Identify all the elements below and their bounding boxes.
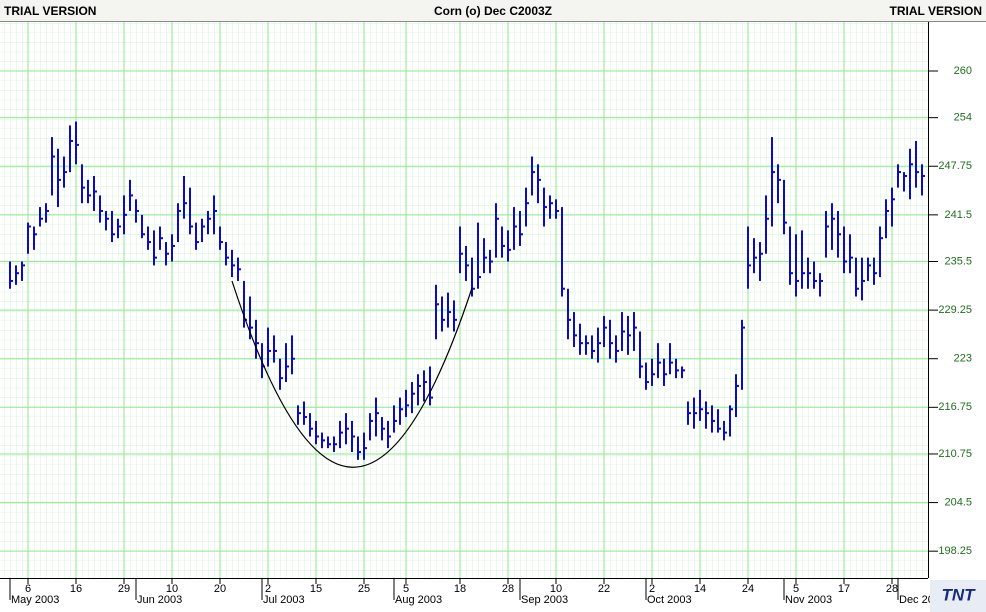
x-tick-label: 24 <box>742 583 754 595</box>
y-tick-label: 204.5 <box>944 496 972 508</box>
logo-background <box>930 580 986 612</box>
x-tick-label: 18 <box>454 583 466 595</box>
y-tick-label: 235.5 <box>944 255 972 267</box>
y-tick-label: 241.5 <box>944 209 972 221</box>
chart-title: Corn (o) Dec C2003Z <box>434 4 552 18</box>
x-tick-label: 16 <box>70 583 82 595</box>
month-label: Oct 2003 <box>647 594 692 606</box>
x-tick-label: 2 <box>265 583 271 595</box>
x-tick-label: 28 <box>502 583 514 595</box>
x-tick-label: 15 <box>310 583 322 595</box>
saucer-annotation <box>231 280 473 468</box>
y-tick-label: 229.25 <box>938 304 972 316</box>
x-tick-label: 6 <box>25 583 31 595</box>
y-tick-label: 247.75 <box>938 160 972 172</box>
month-label: Aug 2003 <box>395 594 442 606</box>
x-tick-label: 22 <box>598 583 610 595</box>
month-label: Dec 20 <box>899 594 934 606</box>
x-tick-label: 25 <box>358 583 370 595</box>
minor-grid <box>0 22 928 578</box>
header-bar <box>0 0 986 22</box>
month-label: May 2003 <box>11 594 59 606</box>
month-label: Jul 2003 <box>263 594 305 606</box>
x-tick-label: 5 <box>403 583 409 595</box>
y-tick-label: 198.25 <box>938 545 972 557</box>
logo: TNT <box>930 580 986 612</box>
x-tick-label: 2 <box>649 583 655 595</box>
x-tick-label: 10 <box>166 583 178 595</box>
x-tick-label: 29 <box>118 583 130 595</box>
bars <box>9 121 925 460</box>
y-tick-label: 210.75 <box>938 448 972 460</box>
watermark-right: TRIAL VERSION <box>890 4 982 18</box>
x-tick-label: 28 <box>886 583 898 595</box>
x-tick-label: 17 <box>838 583 850 595</box>
x-tick-label: 20 <box>214 583 226 595</box>
y-tick-label: 254 <box>954 112 972 124</box>
y-tick-label: 223 <box>954 353 972 365</box>
watermark-left: TRIAL VERSION <box>4 4 96 18</box>
month-label: Nov 2003 <box>785 594 832 606</box>
x-tick-label: 14 <box>694 583 706 595</box>
month-label: Sep 2003 <box>521 594 568 606</box>
x-tick-label: 5 <box>793 583 799 595</box>
y-tick-label: 260 <box>954 65 972 77</box>
logo-text: TNT <box>941 585 976 604</box>
month-label: Jun 2003 <box>137 594 182 606</box>
axes: 198.25204.5210.75216.75223229.25235.5241… <box>9 65 972 606</box>
y-tick-label: 216.75 <box>938 401 972 413</box>
x-tick-label: 10 <box>550 583 562 595</box>
